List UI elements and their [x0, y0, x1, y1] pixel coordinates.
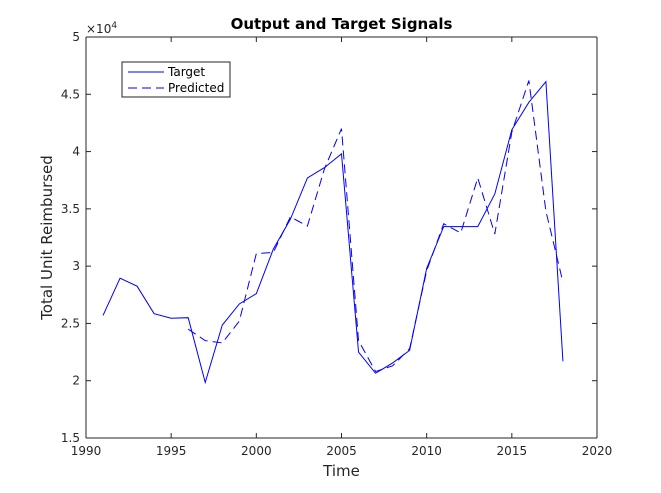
ticks-layer: 1990 1995 2000 2005 2010 2015 2020 1.5 2 2.5 3 3.5 4… [61, 30, 612, 458]
series-line-target [102, 80, 564, 385]
legend-label-target: Target [167, 65, 205, 79]
x-tick-label: 2020 [582, 444, 613, 458]
x-tick-label: 1995 [156, 444, 187, 458]
legend-entries: Target Predicted [128, 65, 224, 95]
y-tick-label: 5 [72, 30, 80, 44]
x-tick-label: 2005 [326, 444, 357, 458]
x-tick-label: 2010 [411, 444, 442, 458]
series-layer [102, 80, 564, 385]
x-tick-label: 1990 [71, 444, 102, 458]
y-tick-label: 2 [72, 374, 80, 388]
x-axis-label: Time [322, 462, 360, 480]
y-axis-label: Total Unit Reimbursed [38, 155, 56, 321]
legend-label-predicted: Predicted [168, 81, 224, 95]
x-tick-label: 2000 [241, 444, 272, 458]
y-tick-label: 3 [72, 259, 80, 273]
chart-title: Output and Target Signals [231, 15, 453, 33]
y-tick-label: 3.5 [61, 202, 80, 216]
y-exponent-power: 4 [111, 21, 117, 31]
y-tick-label: 2.5 [61, 316, 80, 330]
x-tick-label: 2015 [497, 444, 528, 458]
y-exponent-label: ×104 [86, 21, 117, 36]
y-tick-label: 4 [72, 145, 80, 159]
series-line-predicted [187, 80, 564, 373]
legend-box [121, 61, 231, 98]
y-exponent-base: ×10 [86, 22, 111, 36]
legend: Target Predicted [121, 61, 231, 98]
y-tick-label: 1.5 [61, 431, 80, 445]
plot-area [86, 37, 597, 438]
y-tick-label: 4.5 [61, 87, 80, 101]
